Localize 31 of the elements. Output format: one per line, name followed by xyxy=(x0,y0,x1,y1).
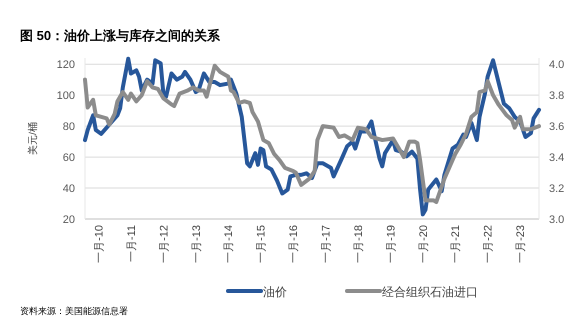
y2-tick-label: 3.4 xyxy=(549,152,564,164)
x-tick-label: 一月-23 xyxy=(515,225,528,263)
x-tick-label: 一月-10 xyxy=(94,225,106,263)
x-tick-label: 一月-12 xyxy=(158,225,170,263)
text: 资料来源：美国能源信息署 xyxy=(20,306,128,316)
y-axis-title: 美元/桶 xyxy=(27,122,39,155)
y-tick-label: 20 xyxy=(62,214,75,226)
y2-tick-label: 3.2 xyxy=(549,183,564,196)
y-tick-label: 60 xyxy=(62,152,75,164)
y2-tick-label: 3.8 xyxy=(549,90,564,102)
chart-title: 图 50：油价上涨与库存之间的关系 xyxy=(20,28,222,43)
x-tick-label: 一月-11 xyxy=(126,225,138,262)
y2-tick-label: 3.6 xyxy=(549,121,564,134)
y-tick-label: 120 xyxy=(56,59,75,72)
y2-tick-label: 3.0 xyxy=(549,214,564,226)
x-tick-label: 一月-13 xyxy=(190,225,203,263)
x-tick-label: 一月-18 xyxy=(352,225,365,263)
y2-tick-label: 4.0 xyxy=(549,59,564,72)
y-tick-label: 40 xyxy=(62,183,75,196)
x-tick-label: 一月-22 xyxy=(482,225,495,263)
legend-label: 经合组织石油进口 xyxy=(382,285,478,299)
x-tick-label: 一月-21 xyxy=(450,225,462,263)
y-tick-label: 100 xyxy=(56,90,75,102)
x-tick-label: 一月-20 xyxy=(418,225,430,263)
x-tick-label: 一月-16 xyxy=(288,225,300,263)
y-tick-label: 80 xyxy=(62,121,75,134)
x-tick-label: 一月-14 xyxy=(223,225,236,263)
legend-label: 油价 xyxy=(263,285,287,299)
x-tick-label: 一月-15 xyxy=(256,225,268,263)
x-tick-label: 一月-17 xyxy=(320,225,333,263)
x-tick-label: 一月-19 xyxy=(385,225,398,263)
